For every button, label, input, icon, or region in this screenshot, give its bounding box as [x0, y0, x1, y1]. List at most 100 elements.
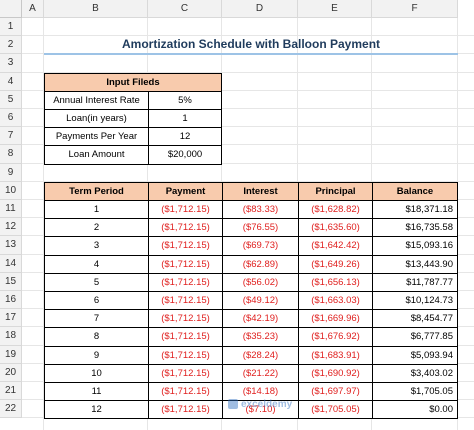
row-header-15[interactable]: 15 [0, 272, 22, 291]
term-period-cell[interactable]: 2 [44, 218, 149, 238]
term-period-cell[interactable]: 7 [44, 309, 149, 329]
term-period-cell[interactable]: 4 [44, 254, 149, 274]
row-header-12[interactable]: 12 [0, 218, 22, 237]
balance-cell[interactable]: $1,705.05 [372, 382, 458, 402]
row-header-14[interactable]: 14 [0, 254, 22, 273]
interest-cell[interactable]: ($7.10) [222, 400, 299, 420]
principal-cell[interactable]: ($1,642.42) [298, 236, 373, 256]
principal-cell[interactable]: ($1,656.13) [298, 272, 373, 292]
input-value[interactable]: $20,000 [148, 145, 222, 165]
row-header-22[interactable]: 22 [0, 400, 22, 419]
principal-cell[interactable]: ($1,676.92) [298, 327, 373, 347]
row-header-3[interactable]: 3 [0, 54, 22, 73]
interest-cell[interactable]: ($56.02) [222, 272, 299, 292]
row-header-17[interactable]: 17 [0, 309, 22, 328]
input-fields-header: Input Fileds [44, 72, 222, 92]
row-header-16[interactable]: 16 [0, 291, 22, 310]
payment-cell[interactable]: ($1,712.15) [148, 382, 223, 402]
interest-cell[interactable]: ($76.55) [222, 218, 299, 238]
input-label[interactable]: Loan Amount [44, 145, 149, 165]
input-value[interactable]: 12 [148, 127, 222, 147]
row-header-8[interactable]: 8 [0, 145, 22, 164]
payment-cell[interactable]: ($1,712.15) [148, 236, 223, 256]
payment-cell[interactable]: ($1,712.15) [148, 200, 223, 220]
term-period-cell[interactable]: 9 [44, 345, 149, 365]
row-header-9[interactable]: 9 [0, 163, 22, 182]
row-header-7[interactable]: 7 [0, 127, 22, 146]
principal-header[interactable]: Principal [298, 181, 373, 201]
row-header-2[interactable]: 2 [0, 36, 22, 55]
interest-cell[interactable]: ($49.12) [222, 291, 299, 311]
balance-cell[interactable]: $3,403.02 [372, 363, 458, 383]
principal-cell[interactable]: ($1,690.92) [298, 363, 373, 383]
payment-header[interactable]: Payment [148, 181, 223, 201]
interest-cell[interactable]: ($83.33) [222, 200, 299, 220]
balance-cell[interactable]: $15,093.16 [372, 236, 458, 256]
term-period-cell[interactable]: 3 [44, 236, 149, 256]
row-header-13[interactable]: 13 [0, 236, 22, 255]
term-period-header[interactable]: Term Period [44, 181, 149, 201]
row-header-5[interactable]: 5 [0, 90, 22, 109]
balance-cell[interactable]: $16,735.58 [372, 218, 458, 238]
payment-cell[interactable]: ($1,712.15) [148, 309, 223, 329]
term-period-cell[interactable]: 6 [44, 291, 149, 311]
balance-cell[interactable]: $13,443.90 [372, 254, 458, 274]
payment-cell[interactable]: ($1,712.15) [148, 327, 223, 347]
column-header-e[interactable]: E [298, 0, 372, 18]
row-header-19[interactable]: 19 [0, 345, 22, 364]
payment-cell[interactable]: ($1,712.15) [148, 254, 223, 274]
balance-cell[interactable]: $18,371.18 [372, 200, 458, 220]
balance-cell[interactable]: $8,454.77 [372, 309, 458, 329]
principal-cell[interactable]: ($1,635.60) [298, 218, 373, 238]
input-label[interactable]: Annual Interest Rate [44, 90, 149, 110]
principal-cell[interactable]: ($1,649.26) [298, 254, 373, 274]
interest-cell[interactable]: ($62.89) [222, 254, 299, 274]
payment-cell[interactable]: ($1,712.15) [148, 345, 223, 365]
interest-cell[interactable]: ($35.23) [222, 327, 299, 347]
balance-cell[interactable]: $11,787.77 [372, 272, 458, 292]
row-header-21[interactable]: 21 [0, 382, 22, 401]
row-header-20[interactable]: 20 [0, 363, 22, 382]
column-header-b[interactable]: B [44, 0, 148, 18]
column-header-d[interactable]: D [222, 0, 298, 18]
row-header-6[interactable]: 6 [0, 109, 22, 128]
input-label[interactable]: Loan(in years) [44, 109, 149, 129]
payment-cell[interactable]: ($1,712.15) [148, 291, 223, 311]
interest-header[interactable]: Interest [222, 181, 299, 201]
input-value[interactable]: 1 [148, 109, 222, 129]
balance-cell[interactable]: $0.00 [372, 400, 458, 420]
row-header-4[interactable]: 4 [0, 72, 22, 91]
payment-cell[interactable]: ($1,712.15) [148, 363, 223, 383]
balance-cell[interactable]: $10,124.73 [372, 291, 458, 311]
principal-cell[interactable]: ($1,669.96) [298, 309, 373, 329]
term-period-cell[interactable]: 8 [44, 327, 149, 347]
row-header-18[interactable]: 18 [0, 327, 22, 346]
principal-cell[interactable]: ($1,663.03) [298, 291, 373, 311]
principal-cell[interactable]: ($1,683.91) [298, 345, 373, 365]
principal-cell[interactable]: ($1,628.82) [298, 200, 373, 220]
term-period-cell[interactable]: 11 [44, 382, 149, 402]
payment-cell[interactable]: ($1,712.15) [148, 272, 223, 292]
column-header-f[interactable]: F [372, 0, 458, 18]
row-header-10[interactable]: 10 [0, 181, 22, 200]
input-label[interactable]: Payments Per Year [44, 127, 149, 147]
payment-cell[interactable]: ($1,712.15) [148, 400, 223, 420]
column-header-a[interactable]: A [22, 0, 44, 18]
balance-cell[interactable]: $6,777.85 [372, 327, 458, 347]
row-header-1[interactable]: 1 [0, 18, 22, 37]
column-header-c[interactable]: C [148, 0, 222, 18]
balance-cell[interactable]: $5,093.94 [372, 345, 458, 365]
interest-cell[interactable]: ($69.73) [222, 236, 299, 256]
payment-cell[interactable]: ($1,712.15) [148, 218, 223, 238]
select-all-corner[interactable] [0, 0, 22, 18]
interest-cell[interactable]: ($28.24) [222, 345, 299, 365]
input-value[interactable]: 5% [148, 90, 222, 110]
row-header-11[interactable]: 11 [0, 200, 22, 219]
interest-cell[interactable]: ($42.19) [222, 309, 299, 329]
term-period-cell[interactable]: 1 [44, 200, 149, 220]
term-period-cell[interactable]: 12 [44, 400, 149, 420]
term-period-cell[interactable]: 5 [44, 272, 149, 292]
interest-cell[interactable]: ($21.22) [222, 363, 299, 383]
balance-header[interactable]: Balance [372, 181, 458, 201]
term-period-cell[interactable]: 10 [44, 363, 149, 383]
